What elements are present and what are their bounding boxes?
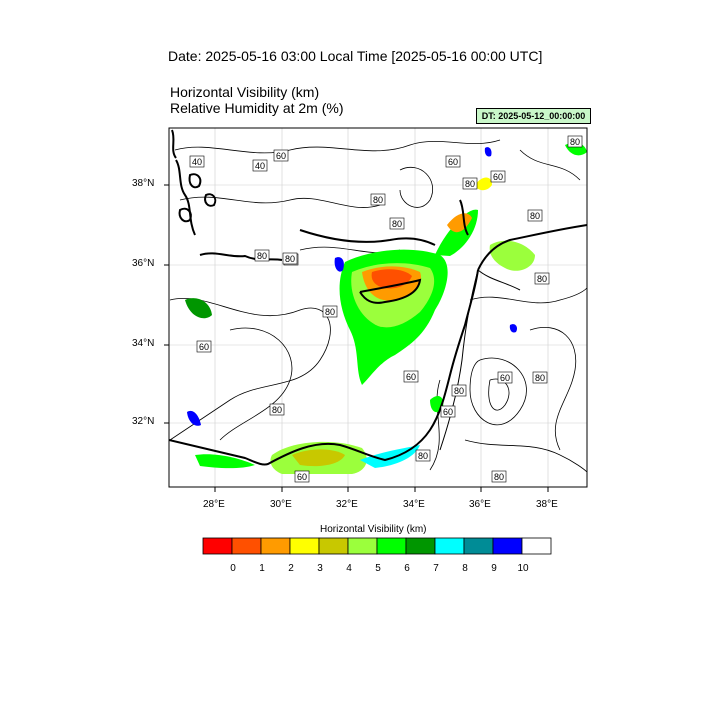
contour-label: 80 — [269, 403, 285, 416]
contour-label: 80 — [415, 449, 431, 462]
svg-text:60: 60 — [199, 342, 209, 352]
contour-label: 80 — [491, 470, 507, 483]
contour-label: 80 — [389, 217, 405, 230]
contour-label: 60 — [497, 371, 513, 384]
lon-label-28e: 28°E — [203, 499, 225, 510]
svg-text:40: 40 — [192, 157, 202, 167]
svg-text:60: 60 — [500, 373, 510, 383]
date-title: Date: 2025-05-16 03:00 Local Time [2025-… — [168, 48, 543, 64]
lon-label-30e: 30°E — [270, 499, 292, 510]
svg-text:80: 80 — [325, 307, 335, 317]
colorbar-tick: 5 — [375, 563, 381, 574]
contour-label: 80 — [370, 193, 386, 206]
borders — [439, 269, 521, 451]
svg-text:80: 80 — [494, 472, 504, 482]
contour-label: 80 — [532, 371, 548, 384]
contour-label: 80 — [567, 135, 583, 148]
svg-text:80: 80 — [537, 274, 547, 284]
colorbar-tick: 3 — [317, 563, 323, 574]
contour-label: 80 — [254, 249, 270, 262]
svg-text:40: 40 — [255, 161, 265, 171]
contour-label: 60 — [403, 370, 419, 383]
colorbar-tick: 8 — [462, 563, 468, 574]
svg-text:80: 80 — [392, 219, 402, 229]
contour-label: 80 — [322, 305, 338, 318]
colorbar-tick: 6 — [404, 563, 410, 574]
colorbar-title: Horizontal Visibility (km) — [320, 524, 427, 535]
svg-text:80: 80 — [272, 405, 282, 415]
svg-text:60: 60 — [406, 372, 416, 382]
svg-text:80: 80 — [570, 137, 580, 147]
colorbar-tick: 9 — [491, 563, 497, 574]
svg-text:60: 60 — [297, 472, 307, 482]
svg-text:80: 80 — [454, 386, 464, 396]
lon-label-36e: 36°E — [469, 499, 491, 510]
lat-label-32n: 32°N — [132, 416, 155, 427]
svg-text:60: 60 — [443, 407, 453, 417]
lat-label-34n: 34°N — [132, 338, 155, 349]
variable-title-visibility: Horizontal Visibility (km) — [170, 84, 320, 100]
contour-label: 60 — [445, 155, 461, 168]
colorbar-tick: 10 — [517, 563, 529, 574]
axis-ticks — [164, 184, 549, 492]
contour-label: 40 — [189, 155, 205, 168]
contour-label: 60 — [273, 149, 289, 162]
contour-label: 80 — [462, 177, 478, 190]
svg-text:60: 60 — [493, 172, 503, 182]
colorbar-tick: 1 — [259, 563, 265, 574]
dt-badge: DT: 2025-05-12_00:00:00 — [476, 108, 591, 124]
colorbar-tick: 4 — [346, 563, 352, 574]
map-frame — [168, 127, 588, 488]
svg-text:60: 60 — [448, 157, 458, 167]
contour-label: 60 — [196, 340, 212, 353]
lon-label-38e: 38°E — [536, 499, 558, 510]
contour-label: 80 — [282, 252, 298, 265]
contour-label: 80 — [527, 209, 543, 222]
svg-text:80: 80 — [465, 179, 475, 189]
colorbar-tick: 7 — [433, 563, 439, 574]
svg-text:80: 80 — [257, 251, 267, 261]
colorbar-tick: 2 — [288, 563, 294, 574]
contour-label: 60 — [440, 405, 456, 418]
svg-text:80: 80 — [535, 373, 545, 383]
svg-text:80: 80 — [373, 195, 383, 205]
lon-label-32e: 32°E — [336, 499, 358, 510]
contour-label: 80 — [451, 384, 467, 397]
contour-label: 60 — [294, 470, 310, 483]
lat-label-38n: 38°N — [132, 178, 155, 189]
svg-text:80: 80 — [418, 451, 428, 461]
contour-labels: 40 40 60 60 80 80 80 60 80 80 80 80 80 80 60 60 80 60 80 80… — [189, 135, 583, 483]
coastlines — [169, 129, 587, 466]
contour-label: 40 — [252, 159, 268, 172]
contour-label: 60 — [490, 170, 506, 183]
lon-label-34e: 34°E — [403, 499, 425, 510]
svg-text:60: 60 — [276, 151, 286, 161]
colorbar-tick: 0 — [230, 563, 236, 574]
svg-text:80: 80 — [530, 211, 540, 221]
contour-label: 80 — [534, 272, 550, 285]
variable-title-humidity: Relative Humidity at 2m (%) — [170, 100, 344, 116]
svg-text:80: 80 — [285, 254, 295, 264]
visibility-shading — [185, 142, 587, 474]
lat-label-36n: 36°N — [132, 258, 155, 269]
